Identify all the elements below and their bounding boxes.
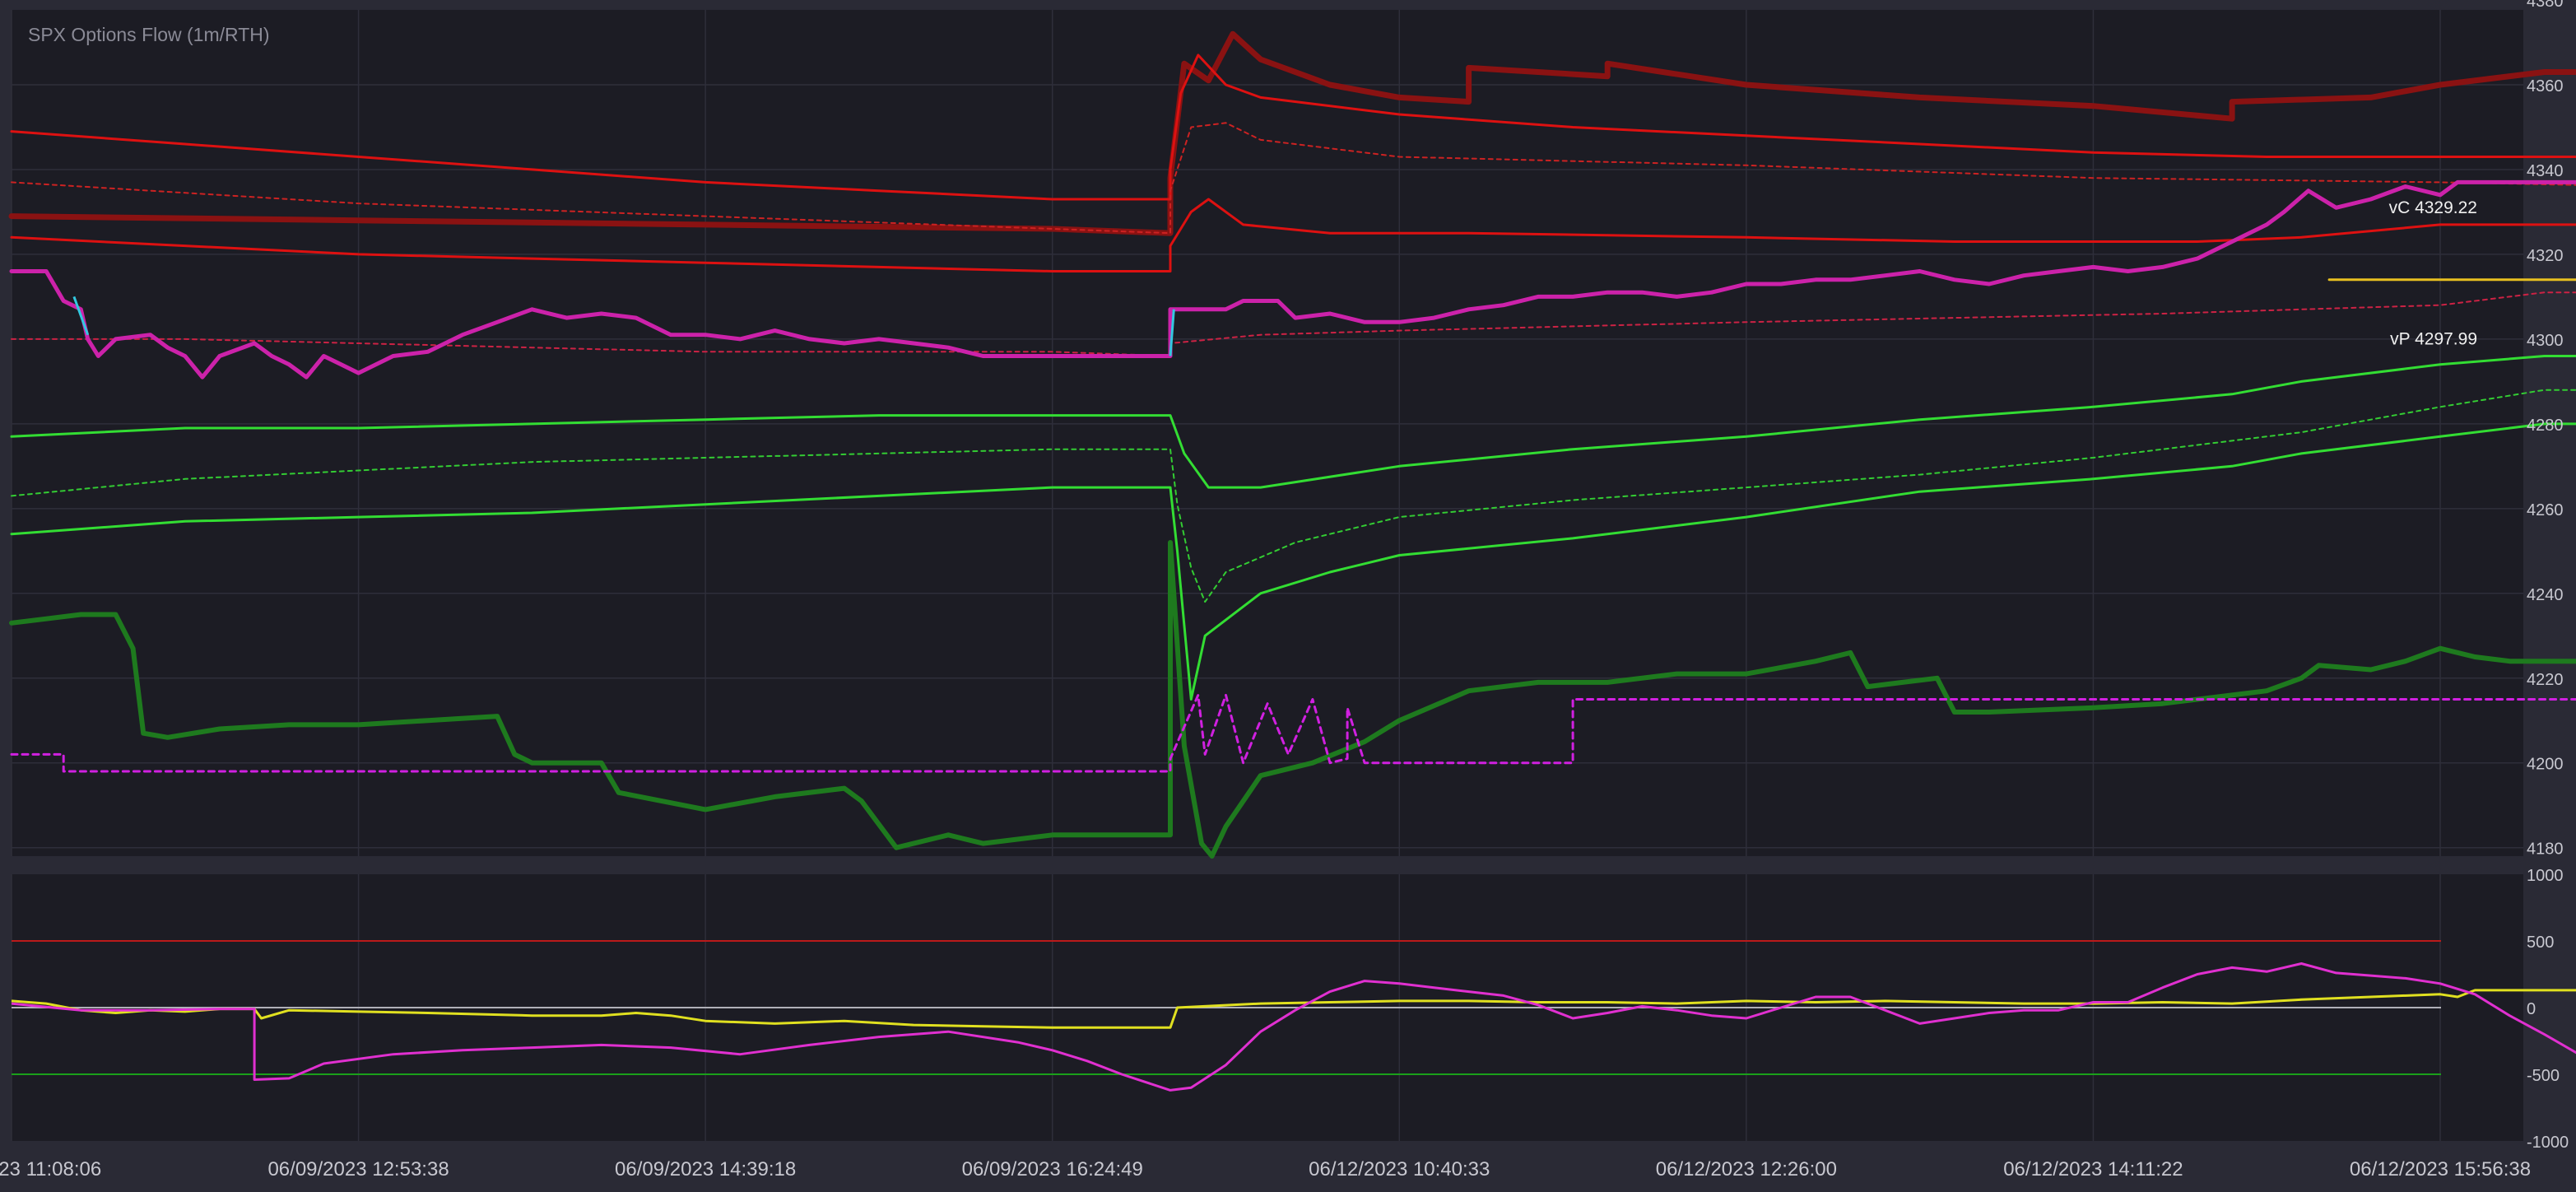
y-tick-label: 4200 (2527, 756, 2564, 774)
y-tick-label: 4360 (2527, 77, 2564, 95)
y-tick-label: 4240 (2527, 586, 2564, 604)
x-tick-label: 06/12/2023 14:11:22 (2003, 1158, 2183, 1180)
y-tick-label: 4300 (2527, 332, 2564, 350)
y-tick-label: 4280 (2527, 417, 2564, 435)
main-panel (12, 10, 2523, 856)
x-tick-label: 06/12/2023 12:26:00 (1656, 1158, 1837, 1180)
oscillator-y-tick-label: 0 (2527, 1000, 2536, 1018)
x-tick-label: 06/12/2023 10:40:33 (1309, 1158, 1490, 1180)
main-series-layer: vC 4329.22 vP 4297.99 (8, 30, 2576, 859)
series-price-gap (72, 296, 90, 336)
y-tick-label: 4380 (2527, 0, 2564, 11)
x-tick-label: 06/09/2023 11:08:06 (0, 1158, 101, 1180)
y-tick-label: 4260 (2527, 501, 2564, 519)
x-tick-label: 06/09/2023 12:53:38 (267, 1158, 449, 1180)
oscillator-y-tick-label: -1000 (2527, 1134, 2569, 1152)
y-tick-label: 4220 (2527, 671, 2564, 689)
oscillator-yellow-line (11, 989, 2576, 1029)
series-call-mid (11, 122, 2576, 235)
y-tick-label: 4320 (2527, 247, 2564, 265)
chart-title: SPX Options Flow (1m/RTH) (28, 24, 270, 45)
series-put-mid (11, 389, 2576, 603)
annotation-label: vP 4297.99 (2390, 329, 2477, 348)
series-call-lower (10, 198, 2576, 272)
series-call-low-dashed (11, 291, 2576, 357)
annotation-label: vC 4329.22 (2389, 198, 2477, 217)
series-put-lower (10, 422, 2576, 701)
series-call-upper (10, 54, 2576, 201)
oscillator-y-tick-label: 500 (2527, 934, 2554, 952)
grid-layer (11, 10, 2523, 1141)
series-price-gap (1169, 309, 1175, 356)
oscillator-series-layer (11, 962, 2576, 1092)
series-magenta-dashed (10, 693, 2576, 773)
x-tick-label: 06/09/2023 16:24:49 (962, 1158, 1143, 1180)
series-price (9, 179, 2576, 379)
y-tick-label: 4180 (2527, 840, 2564, 859)
x-tick-label: 06/09/2023 14:39:18 (615, 1158, 796, 1180)
oscillator-y-tick-label: -500 (2527, 1067, 2560, 1085)
series-put-upper (10, 355, 2576, 489)
oscillator-magenta-line (11, 962, 2576, 1092)
x-tick-label: 06/12/2023 15:56:38 (2350, 1158, 2531, 1180)
oscillator-y-tick-label: 1000 (2527, 867, 2564, 885)
y-tick-label: 4340 (2527, 162, 2564, 180)
